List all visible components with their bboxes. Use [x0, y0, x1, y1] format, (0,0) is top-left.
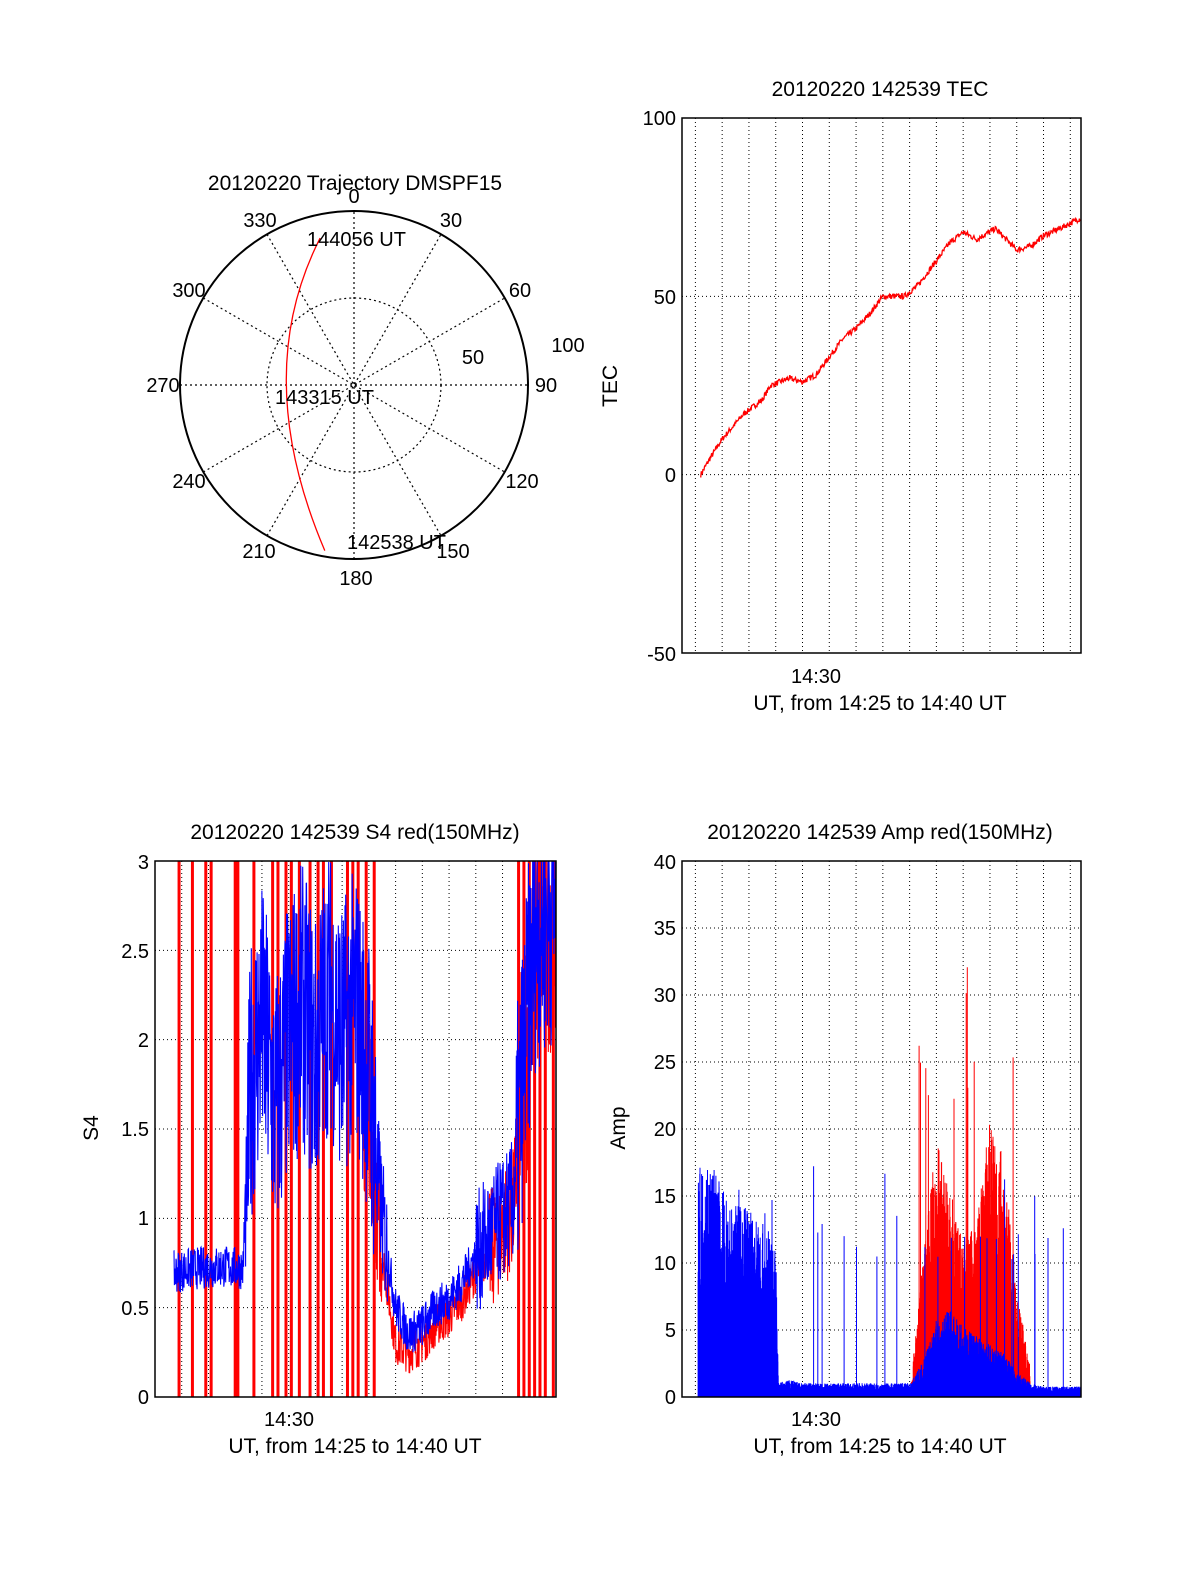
s4-noise [173, 860, 557, 1374]
tec-x-axis-label: UT, from 14:25 to 14:40 UT [753, 692, 1006, 715]
angle-label-180: 180 [339, 568, 372, 590]
angle-label-270: 270 [146, 375, 179, 397]
angle-label-240: 240 [172, 471, 205, 493]
angle-label-210: 210 [242, 541, 275, 563]
amp-ytick-label: 0 [665, 1387, 676, 1409]
angle-label-330: 330 [243, 210, 276, 232]
amp-y-axis-label: Amp [607, 1106, 630, 1149]
trajectory-point-label: 144056 UT [307, 229, 406, 251]
polar-spoke [203, 297, 505, 473]
s4-ytick-label: 0.5 [121, 1298, 149, 1320]
amp-noise [697, 967, 1082, 1397]
angle-label-150: 150 [436, 541, 469, 563]
amp-ytick-label: 25 [654, 1052, 676, 1074]
angle-label-300: 300 [172, 280, 205, 302]
amp-plot-frame [681, 860, 1082, 1398]
amp-ytick-label: 20 [654, 1119, 676, 1141]
polar-grid [180, 211, 528, 559]
amp-grid [682, 861, 1081, 1397]
tec-plot-frame [681, 117, 1082, 654]
s4-ytick-label: 3 [138, 852, 149, 874]
angle-label-120: 120 [505, 471, 538, 493]
tec-ytick-label: 0 [665, 465, 676, 487]
s4-ytick-label: 1.5 [121, 1119, 149, 1141]
trajectory-point-label: 142538 UT [347, 532, 446, 554]
s4-y-axis-label: S4 [80, 1115, 103, 1141]
tec-panel: 20120220 142539 TEC 100 50 0 -50 14:30 U… [599, 78, 1082, 715]
radius-label-100: 100 [551, 335, 584, 357]
amp-series-bars [697, 1166, 1082, 1397]
s4-ytick-label: 2.5 [121, 941, 149, 963]
angle-label-0: 0 [348, 186, 359, 208]
amp-xtick-label: 14:30 [791, 1409, 841, 1431]
tec-grid [682, 118, 1081, 653]
s4-xtick-label: 14:30 [264, 1409, 314, 1431]
tec-ytick-label: 100 [643, 108, 676, 130]
amp-x-axis-label: UT, from 14:25 to 14:40 UT [753, 1435, 1006, 1458]
s4-x-axis-label: UT, from 14:25 to 14:40 UT [228, 1435, 481, 1458]
angle-label-60: 60 [509, 280, 531, 302]
s4-series-line [173, 860, 557, 1353]
s4-plot-frame [154, 860, 557, 1398]
s4-panel: 20120220 142539 S4 red(150MHz) 0 0.5 1 1… [80, 821, 557, 1458]
tec-series-line [700, 216, 1082, 478]
amp-title: 20120220 142539 Amp red(150MHz) [707, 821, 1053, 844]
amp-ytick-label: 40 [654, 852, 676, 874]
tec-title: 20120220 142539 TEC [772, 78, 989, 101]
tec-y-axis-label: TEC [599, 365, 622, 407]
tec-xtick-label: 14:30 [791, 666, 841, 688]
s4-ytick-label: 2 [138, 1030, 149, 1052]
angle-label-90: 90 [535, 375, 557, 397]
tec-ytick-label: -50 [647, 644, 676, 666]
polar-outer-ring [179, 210, 529, 560]
polar-spoke [266, 234, 442, 536]
s4-ytick-label: 0 [138, 1387, 149, 1409]
trajectory-track [285, 237, 326, 551]
s4-ytick-label: 1 [138, 1208, 149, 1230]
trajectory-panel: 20120220 Trajectory DMSPF15 0 30 60 90 1… [146, 172, 584, 590]
amp-ytick-label: 15 [654, 1186, 676, 1208]
polar-spoke [266, 234, 442, 536]
polar-angle-labels: 0 30 60 90 120 150 180 210 240 270 300 3… [146, 186, 557, 590]
polar-spoke [203, 297, 505, 473]
angle-label-30: 30 [440, 210, 462, 232]
amp-ytick-label: 5 [665, 1320, 676, 1342]
amp-ytick-label: 10 [654, 1253, 676, 1275]
trajectory-title: 20120220 Trajectory DMSPF15 [208, 172, 502, 195]
amp-panel: 20120220 142539 Amp red(150MHz) 0 5 10 1… [607, 821, 1082, 1458]
trajectory-point-label: 143315 UT [275, 387, 374, 409]
radius-label-50: 50 [462, 347, 484, 369]
amp-ytick-label: 35 [654, 918, 676, 940]
amp-ytick-label: 30 [654, 985, 676, 1007]
s4-title: 20120220 142539 S4 red(150MHz) [190, 821, 519, 844]
tec-ytick-label: 50 [654, 287, 676, 309]
